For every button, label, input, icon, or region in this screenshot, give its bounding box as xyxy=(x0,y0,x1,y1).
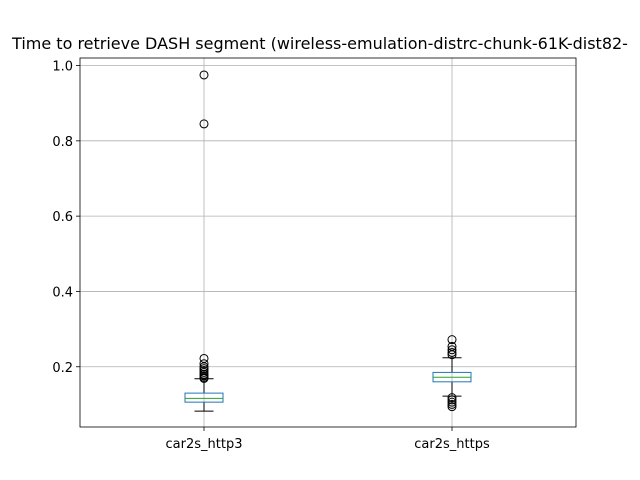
plot-frame xyxy=(79,57,577,428)
outlier-point xyxy=(447,397,457,407)
outlier-point xyxy=(447,335,457,345)
outlier-point xyxy=(447,393,457,403)
y-tick-label: 0.8 xyxy=(52,135,73,150)
x-tick-label: car2s_https xyxy=(414,437,490,452)
outlier-point xyxy=(447,350,457,360)
outlier-point xyxy=(447,347,457,357)
outlier-point xyxy=(199,119,209,129)
chart-title: Time to retrieve DASH segment (wireless-… xyxy=(11,34,628,53)
y-tick-label: 0.2 xyxy=(52,361,73,376)
outlier-point xyxy=(447,402,457,412)
grid-lines xyxy=(80,58,576,427)
outlier-point xyxy=(199,373,209,383)
outlier-point xyxy=(199,359,209,369)
iqr-box xyxy=(184,392,224,403)
boxes xyxy=(184,70,472,412)
outlier-point xyxy=(199,70,209,80)
y-tick-label: 0.6 xyxy=(52,210,73,225)
box-car2s_http3 xyxy=(184,70,224,412)
x-tick-label: car2s_http3 xyxy=(166,437,243,452)
axes: 0.2 0.4 0.6 0.8 1.0 car2s_http3 car2s_https xyxy=(52,60,490,452)
box-car2s_https xyxy=(432,335,472,412)
outlier-point xyxy=(447,399,457,409)
y-tick-label: 1.0 xyxy=(52,60,73,75)
outlier-point xyxy=(447,395,457,405)
outlier-point xyxy=(447,345,457,355)
y-tick-label: 0.4 xyxy=(52,285,73,300)
